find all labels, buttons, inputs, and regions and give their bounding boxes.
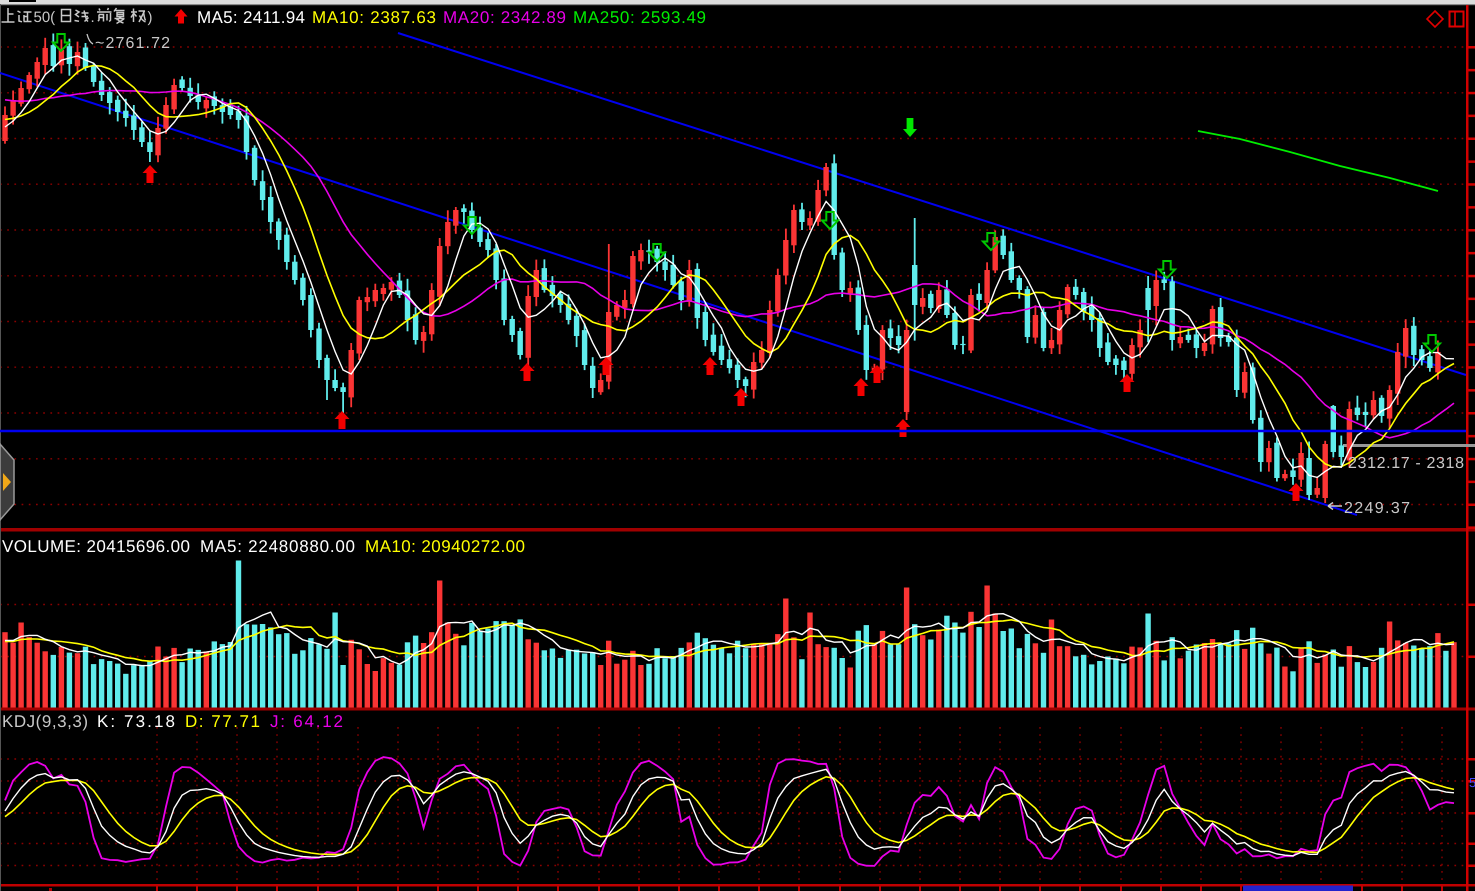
svg-text:5: 5 — [1469, 775, 1475, 790]
svg-text:2249.37: 2249.37 — [1344, 500, 1410, 517]
svg-text:VOLUME: 20415696.00: VOLUME: 20415696.00 — [2, 537, 190, 556]
svg-text:MA5: 2411.94: MA5: 2411.94 — [197, 8, 305, 27]
svg-text:D: 77.71: D: 77.71 — [185, 712, 260, 731]
svg-text:KDJ(9,3,3): KDJ(9,3,3) — [2, 712, 88, 731]
svg-text:MA250: 2593.49: MA250: 2593.49 — [573, 8, 706, 27]
svg-text:J: 64.12: J: 64.12 — [270, 712, 343, 731]
svg-text:MA10: 20940272.00: MA10: 20940272.00 — [365, 537, 525, 556]
svg-text:~2761.72: ~2761.72 — [95, 35, 170, 52]
svg-text:MA5: 22480880.00: MA5: 22480880.00 — [200, 537, 355, 556]
svg-text:.: . — [91, 9, 95, 26]
svg-text:MA20: 2342.89: MA20: 2342.89 — [443, 8, 566, 27]
svg-text:K: 73.18: K: 73.18 — [97, 712, 175, 731]
svg-text:2312.17 - 2318: 2312.17 - 2318 — [1348, 455, 1464, 472]
svg-text:): ) — [148, 9, 153, 26]
svg-text:MA10: 2387.63: MA10: 2387.63 — [312, 8, 436, 27]
svg-text:50(: 50( — [34, 9, 56, 26]
